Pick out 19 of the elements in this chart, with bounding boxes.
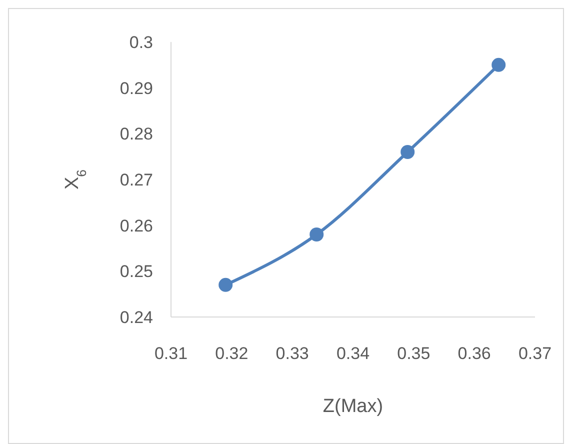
x-tick-label: 0.32 xyxy=(215,344,248,363)
y-tick-label: 0.28 xyxy=(120,124,153,144)
x-axis-title: Z(Max) xyxy=(322,396,384,417)
x-tick-label: 0.34 xyxy=(336,344,370,363)
point xyxy=(400,145,415,159)
y-tick-label: 0.3 xyxy=(129,32,153,52)
x-tick-label: 0.35 xyxy=(397,344,430,363)
point xyxy=(492,58,506,72)
y-tick-label: 0.24 xyxy=(120,308,153,327)
point xyxy=(218,278,233,292)
y-tick-label: 0.27 xyxy=(120,170,153,190)
y-tick-label: 0.26 xyxy=(120,216,153,236)
y-tick-label: 0.25 xyxy=(120,262,153,282)
x-tick-label: 0.37 xyxy=(518,344,552,363)
y-tick-label: 0.29 xyxy=(120,78,153,98)
point xyxy=(310,228,324,242)
x-tick-label: 0.36 xyxy=(458,344,491,363)
x-tick-label: 0.31 xyxy=(154,344,188,363)
x-tick-label: 0.33 xyxy=(276,344,309,363)
